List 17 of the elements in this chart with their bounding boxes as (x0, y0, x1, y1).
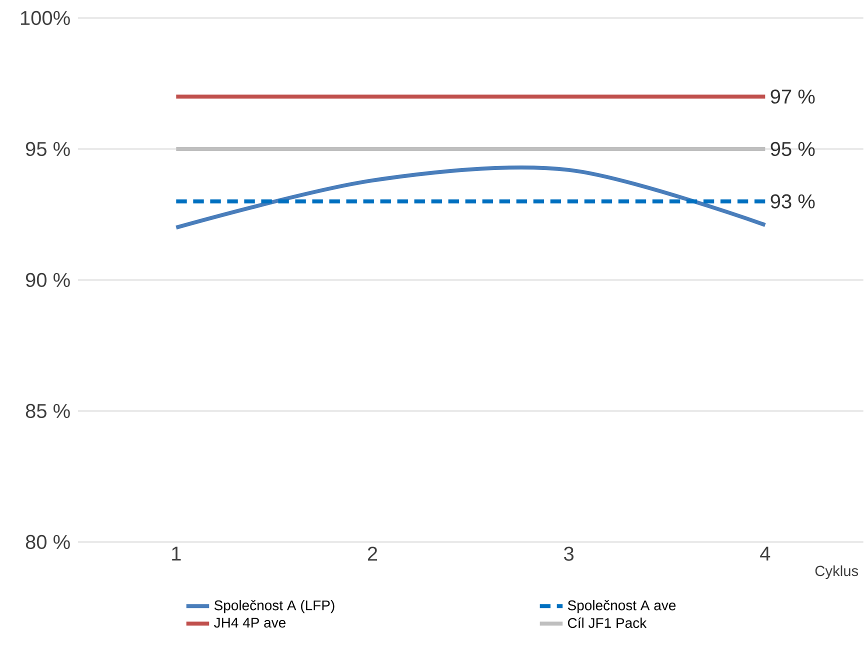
legend-label: Společnost A (LFP) (214, 600, 334, 614)
data-label: 97 % (770, 90, 815, 104)
legend-label: Společnost A ave (568, 600, 676, 614)
x-axis-title: Cyklus (815, 565, 858, 580)
legend-label: Cíl JF1 Pack (568, 618, 647, 628)
data-label: 93 % (770, 194, 815, 208)
data-label: 95 % (770, 142, 815, 156)
x-tick-label: 1 (172, 546, 181, 560)
x-tick-label: 2 (368, 546, 378, 561)
y-tick-label: 95 % (26, 142, 70, 156)
legend-label: JH4 4P ave (214, 618, 286, 628)
y-tick-label: 90 % (26, 272, 70, 288)
x-tick-label: 4 (760, 546, 770, 560)
y-tick-label: 100% (21, 10, 70, 26)
x-tick-label: 3 (564, 546, 574, 561)
y-tick-label: 80 % (26, 534, 70, 550)
y-tick-label: 85 % (26, 404, 70, 418)
